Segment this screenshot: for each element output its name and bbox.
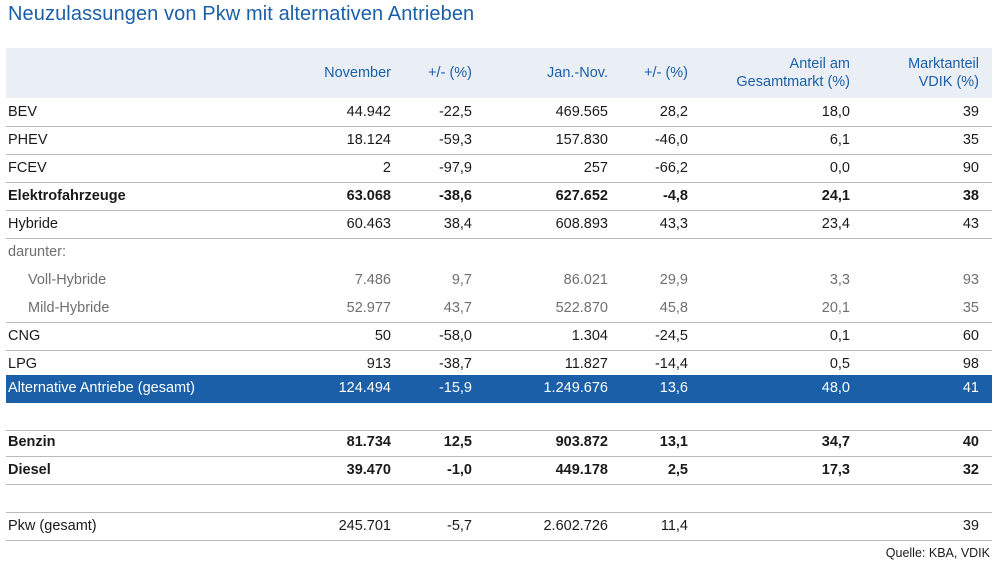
table-row-hybride: Hybride 60.463 38,4 608.893 43,3 23,4 43 [6, 211, 992, 239]
table-row-bev: BEV 44.942 -22,5 469.565 28,2 18,0 39 [6, 99, 992, 127]
data-table: November +/- (%) Jan.-Nov. +/- (%) Antei… [6, 48, 992, 541]
table-row-voll-hybride: Voll-Hybride 7.486 9,7 86.021 29,9 3,3 9… [28, 272, 979, 288]
table-row-fcev: FCEV 2 -97,9 257 -66,2 0,0 90 [6, 155, 992, 183]
source-note: Quelle: KBA, VDIK [885, 546, 990, 560]
table-row-elektrofahrzeuge: Elektrofahrzeuge 63.068 -38,6 627.652 -4… [6, 183, 992, 211]
table-spacer [6, 485, 992, 513]
table-row-phev: PHEV 18.124 -59,3 157.830 -46,0 6,1 35 [6, 127, 992, 155]
header-change-november: +/- (%) [428, 65, 472, 81]
table-row-pkw-total: Pkw (gesamt) 245.701 -5,7 2.602.726 11,4… [6, 513, 992, 541]
header-share-total-market: Anteil am Gesamtmarkt (%) [736, 56, 850, 90]
table-row-diesel: Diesel 39.470 -1,0 449.178 2,5 17,3 32 [6, 457, 992, 485]
table-row-lpg: LPG 913 -38,7 11.827 -14,4 0,5 98 [8, 356, 979, 372]
table-header: November +/- (%) Jan.-Nov. +/- (%) Antei… [6, 48, 992, 98]
table-row-darunter: darunter: [8, 244, 67, 260]
table-row-benzin: Benzin 81.734 12,5 903.872 13,1 34,7 40 [6, 429, 992, 457]
header-jan-nov: Jan.-Nov. [547, 65, 608, 81]
header-market-share-vdik: Marktanteil VDIK (%) [908, 56, 979, 90]
table-row-mild-hybride: Mild-Hybride 52.977 43,7 522.870 45,8 20… [6, 295, 992, 323]
header-change-jan-nov: +/- (%) [644, 65, 688, 81]
table-spacer [6, 403, 992, 431]
table-row-alternative-antriebe-total: Alternative Antriebe (gesamt) 124.494 -1… [6, 375, 992, 403]
table-row-cng: CNG 50 -58,0 1.304 -24,5 0,1 60 [6, 323, 992, 351]
header-november: November [324, 65, 391, 81]
page-title: Neuzulassungen von Pkw mit alternativen … [8, 3, 475, 25]
